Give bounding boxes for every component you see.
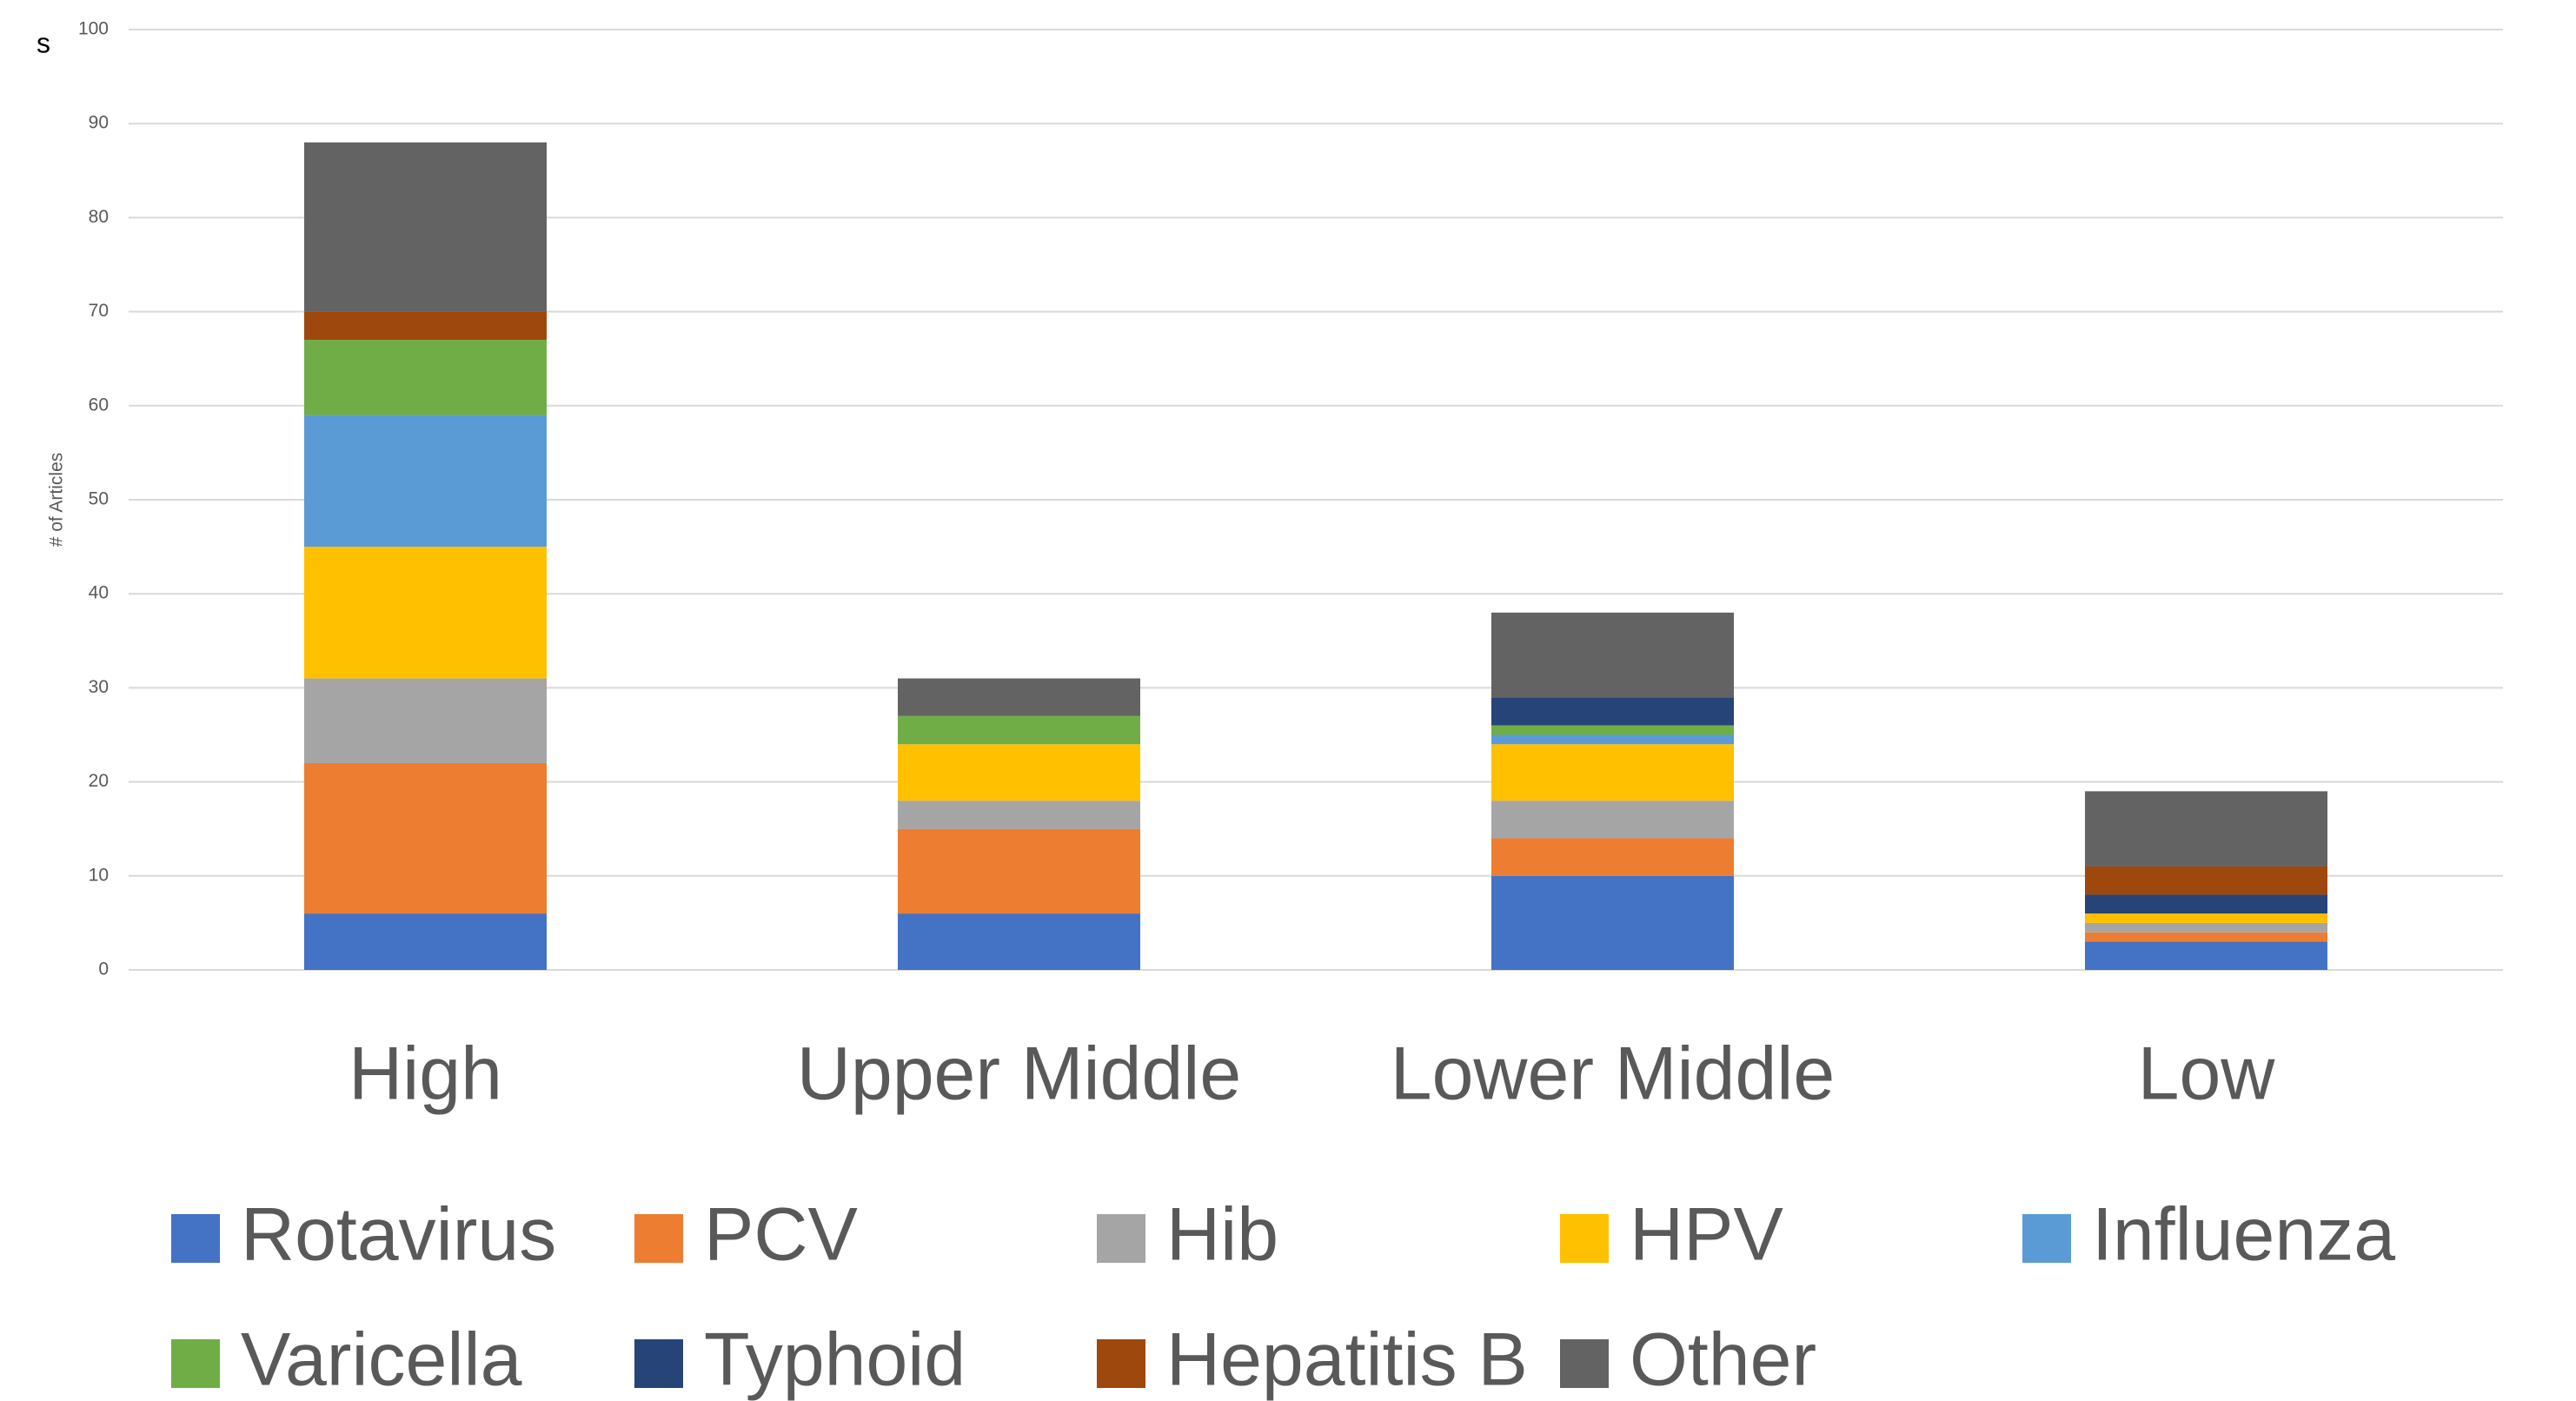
bar-segment — [2085, 941, 2327, 970]
legend-label: Rotavirus — [241, 1193, 556, 1277]
x-tick-label: Lower Middle — [1391, 1032, 1835, 1116]
bar-segment — [898, 715, 1140, 745]
bar-segment — [1491, 800, 1734, 839]
bar-segment — [1491, 612, 1734, 698]
bar-segment — [304, 547, 547, 679]
bar-segment — [1491, 838, 1734, 876]
y-axis-label: # of Articles — [47, 453, 67, 548]
legend-swatch — [1097, 1214, 1145, 1263]
legend-swatch — [1560, 1214, 1609, 1263]
legend-label: Hib — [1166, 1193, 1278, 1277]
y-tick-label: 40 — [89, 583, 109, 603]
legend-swatch — [171, 1214, 220, 1263]
bar-segment — [2085, 913, 2327, 923]
bar-segment — [2085, 894, 2327, 914]
y-tick-label: 50 — [89, 489, 109, 509]
bar-segment — [898, 744, 1140, 801]
y-tick-label: 0 — [98, 959, 109, 979]
bar-segment — [898, 913, 1140, 970]
legend-label: HPV — [1630, 1193, 1783, 1277]
x-tick-label: High — [349, 1032, 502, 1116]
bar-segment — [1491, 725, 1734, 735]
bar-segment — [1491, 744, 1734, 801]
bar-segment — [2085, 932, 2327, 942]
y-tick-label: 90 — [89, 113, 109, 133]
annotation: s — [37, 27, 50, 58]
legend-swatch — [634, 1339, 683, 1388]
legend-label: Hepatitis B — [1166, 1318, 1528, 1401]
bar-segment — [304, 678, 547, 763]
bar-segment — [1491, 734, 1734, 745]
bar-segment — [1491, 697, 1734, 726]
y-tick-label: 30 — [89, 677, 109, 697]
legend-swatch — [634, 1214, 683, 1263]
y-tick-label: 80 — [89, 207, 109, 227]
bar-segment — [304, 913, 547, 970]
legend-swatch — [1097, 1339, 1145, 1388]
y-tick-label: 100 — [78, 19, 109, 39]
bar-segment — [898, 828, 1140, 914]
y-tick-label: 10 — [89, 865, 109, 885]
bar-segment — [898, 678, 1140, 716]
legend-label: Typhoid — [704, 1318, 966, 1401]
bar-segment — [304, 142, 547, 312]
x-tick-label: Upper Middle — [797, 1032, 1241, 1116]
bar-segment — [304, 311, 547, 341]
bar-segment — [2085, 791, 2327, 866]
legend-label: Varicella — [241, 1318, 522, 1401]
y-tick-label: 20 — [89, 771, 109, 791]
y-tick-label: 60 — [89, 395, 109, 415]
bar-segment — [304, 340, 547, 415]
legend-label: Other — [1630, 1318, 1816, 1401]
bar-segment — [304, 762, 547, 914]
x-tick-label: Low — [2138, 1032, 2276, 1116]
legend-swatch — [1560, 1339, 1609, 1388]
bar-segment — [2085, 922, 2327, 933]
legend-swatch — [2022, 1214, 2071, 1263]
y-tick-label: 70 — [89, 301, 109, 321]
legend-swatch — [171, 1339, 220, 1388]
legend-label: PCV — [704, 1193, 858, 1277]
legend-label: Influenza — [2092, 1193, 2395, 1277]
bar-segment — [898, 800, 1140, 829]
bar-segment — [2085, 866, 2327, 895]
bar-segment — [304, 415, 547, 548]
bar-segment — [1491, 875, 1734, 970]
